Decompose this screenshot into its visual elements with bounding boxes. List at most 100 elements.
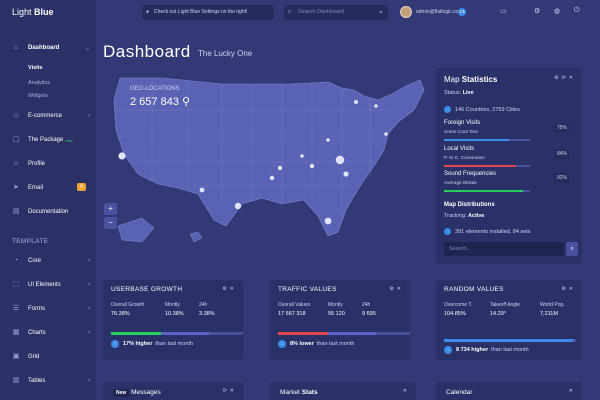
- progress-segment: [161, 332, 209, 335]
- local-visits-sub: P. to C. Conversion: [444, 156, 485, 161]
- card-footer: → 8 734 higher than last month: [444, 346, 529, 354]
- card-controls[interactable]: ⚙✕: [561, 286, 576, 292]
- chevron-down-icon[interactable]: ⌄: [378, 8, 384, 15]
- close-icon: ✕: [568, 286, 576, 292]
- close-icon: ✕: [568, 75, 576, 81]
- sidebar-item-core[interactable]: ◔ Core ‹: [13, 257, 90, 264]
- avatar[interactable]: [400, 6, 412, 18]
- power-icon[interactable]: ⏻: [574, 7, 580, 14]
- location-icon: [444, 106, 451, 113]
- traffic-progress-bar: [278, 332, 410, 335]
- sidebar-item-ecommerce[interactable]: ◇ E-commerce ‹: [13, 112, 90, 119]
- gear-icon: ⚙: [561, 286, 569, 292]
- gear-icon: ⚙: [389, 286, 397, 292]
- local-visits-bar-fill: [444, 165, 517, 167]
- zoom-in-button[interactable]: +: [104, 203, 117, 215]
- sound-frequencies-bar-fill: [444, 190, 524, 192]
- card-controls[interactable]: ⟳✕: [223, 388, 237, 394]
- progress-segment: [328, 332, 376, 335]
- usa-map[interactable]: [102, 70, 432, 250]
- arrow-down-icon: ↓: [278, 340, 286, 348]
- montly-stat: Montly 10.38%: [165, 302, 184, 317]
- chevron-left-icon: ‹: [88, 113, 90, 119]
- sidebar-subitem-visits[interactable]: Visits: [28, 65, 43, 71]
- sidebar-item-charts[interactable]: ▦ Charts ‹: [12, 329, 90, 336]
- zoom-out-button[interactable]: −: [104, 217, 117, 229]
- chevron-left-icon: ‹: [88, 378, 90, 384]
- map-pin-icon: ⚲: [178, 96, 191, 108]
- close-icon: ✕: [568, 388, 576, 394]
- sidebar: Light Blue ⌂ Dashboard ⌄ Visits Analytic…: [0, 0, 96, 400]
- random-values-card: RANDOM VALUES ⚙✕ Overcome T. 104.85% Take…: [436, 280, 582, 360]
- sidebar-item-documentation[interactable]: ▤ Documentation: [12, 208, 69, 215]
- refresh-icon: ⟳: [561, 75, 569, 81]
- arrow-right-icon: →: [444, 346, 452, 354]
- sidebar-subitem-analytics[interactable]: Analytics: [28, 80, 51, 86]
- sidebar-item-package[interactable]: ▢ The Package new: [12, 136, 73, 143]
- sidebar-item-email[interactable]: ➤ Email: [13, 184, 44, 191]
- overall-values-stat: Overall Values 17 567 318: [278, 302, 311, 317]
- card-title: TRAFFIC VALUES: [278, 286, 337, 293]
- search-icon: ⌕: [570, 246, 574, 252]
- sound-frequencies-title: Sound Frequencies: [444, 171, 497, 177]
- card-title: USERBASE GROWTH: [111, 286, 183, 293]
- geo-locations-label: GEO-LOCATIONS: [130, 86, 180, 92]
- stats-search-input[interactable]: Search...: [444, 242, 564, 256]
- template-section-title: TEMPLATE: [12, 238, 49, 245]
- foreign-visits-bar-fill: [444, 139, 509, 141]
- sidebar-item-ui-elements[interactable]: ⬚ UI Elements ‹: [12, 281, 90, 288]
- page-title: Dashboard: [103, 42, 191, 61]
- stats-search-button[interactable]: ⌕: [566, 242, 578, 256]
- sidebar-item-grid[interactable]: ▣ Grid: [12, 353, 40, 360]
- 24h-stat: 24h 9 695: [362, 302, 376, 317]
- card-controls[interactable]: ⚙✕: [222, 286, 237, 292]
- arrow-up-icon: ↑: [111, 340, 119, 348]
- montly-stat: Montly 55 120: [328, 302, 345, 317]
- box-icon: ▢: [12, 136, 20, 143]
- brand-logo[interactable]: Light Blue: [12, 7, 54, 17]
- sidebar-item-forms[interactable]: ☰ Forms ‹: [12, 305, 90, 312]
- overall-growth-stat: Overall Growth 76.38%: [111, 302, 145, 317]
- card-footer: ↓ 8% lower than last month: [278, 340, 354, 348]
- forms-icon: ☰: [12, 305, 20, 312]
- userbase-growth-card: USERBASE GROWTH ⚙✕ Overall Growth 76.38% …: [103, 280, 243, 360]
- traffic-values-card: TRAFFIC VALUES ⚙✕ Overall Values 17 567 3…: [270, 280, 410, 360]
- gear-icon: ⚙: [222, 286, 230, 292]
- diamond-icon: ◇: [13, 112, 19, 119]
- gear-icon[interactable]: ⚙: [534, 8, 541, 15]
- card-controls[interactable]: ⚙✕: [389, 286, 404, 292]
- panel-controls[interactable]: ⚙⟳✕: [554, 75, 576, 81]
- close-icon: ✕: [396, 286, 404, 292]
- foreign-visits-percent: 75%: [554, 123, 571, 133]
- dashboard-search-input[interactable]: ⌕ Search Dashboard: [284, 5, 388, 20]
- progress-segment: [111, 332, 162, 335]
- map-distributions-title: Map Distributions: [444, 202, 495, 208]
- card-controls[interactable]: ✕: [403, 388, 410, 394]
- sidebar-item-dashboard[interactable]: ⌂ Dashboard ⌄: [13, 44, 90, 52]
- map-statistics-panel: Map Statistics ⚙⟳✕ Status: Live 146 Coun…: [436, 68, 582, 264]
- topbar: ● Check out Light Blue Settings on the r…: [96, 0, 600, 26]
- local-visits-title: Local Visits: [444, 146, 475, 152]
- sidebar-subitem-widgets[interactable]: Widgets: [28, 93, 48, 99]
- close-icon: ✕: [229, 388, 237, 394]
- user-email[interactable]: admin@flatlogic.com: [416, 9, 463, 15]
- card-controls[interactable]: ✕: [569, 388, 576, 394]
- local-visits-percent: 84%: [554, 149, 571, 159]
- table-icon: ▥: [12, 377, 20, 384]
- progress-segment: [444, 339, 574, 342]
- messages-title: New Messages: [113, 389, 161, 397]
- page-subtitle: The Lucky One: [198, 49, 253, 58]
- layers-icon: ⬚: [12, 281, 20, 288]
- globe-icon[interactable]: ◍: [554, 8, 561, 15]
- core-icon: ◔: [13, 257, 19, 264]
- market-stats-card: Market Stats ✕: [270, 382, 416, 400]
- card-footer: ↑ 17% higher than last month: [111, 340, 193, 348]
- sound-frequencies-sub: Average Bitrate: [444, 181, 477, 186]
- paper-plane-icon: ➤: [13, 184, 19, 191]
- chat-icon[interactable]: ▭: [500, 8, 507, 15]
- settings-notice[interactable]: ● Check out Light Blue Settings on the r…: [142, 5, 274, 20]
- database-icon: [444, 228, 451, 235]
- sidebar-item-profile[interactable]: ☺ Profile: [12, 160, 46, 167]
- sidebar-item-tables[interactable]: ▥ Tables ‹: [12, 377, 90, 384]
- progress-segment: [278, 332, 329, 335]
